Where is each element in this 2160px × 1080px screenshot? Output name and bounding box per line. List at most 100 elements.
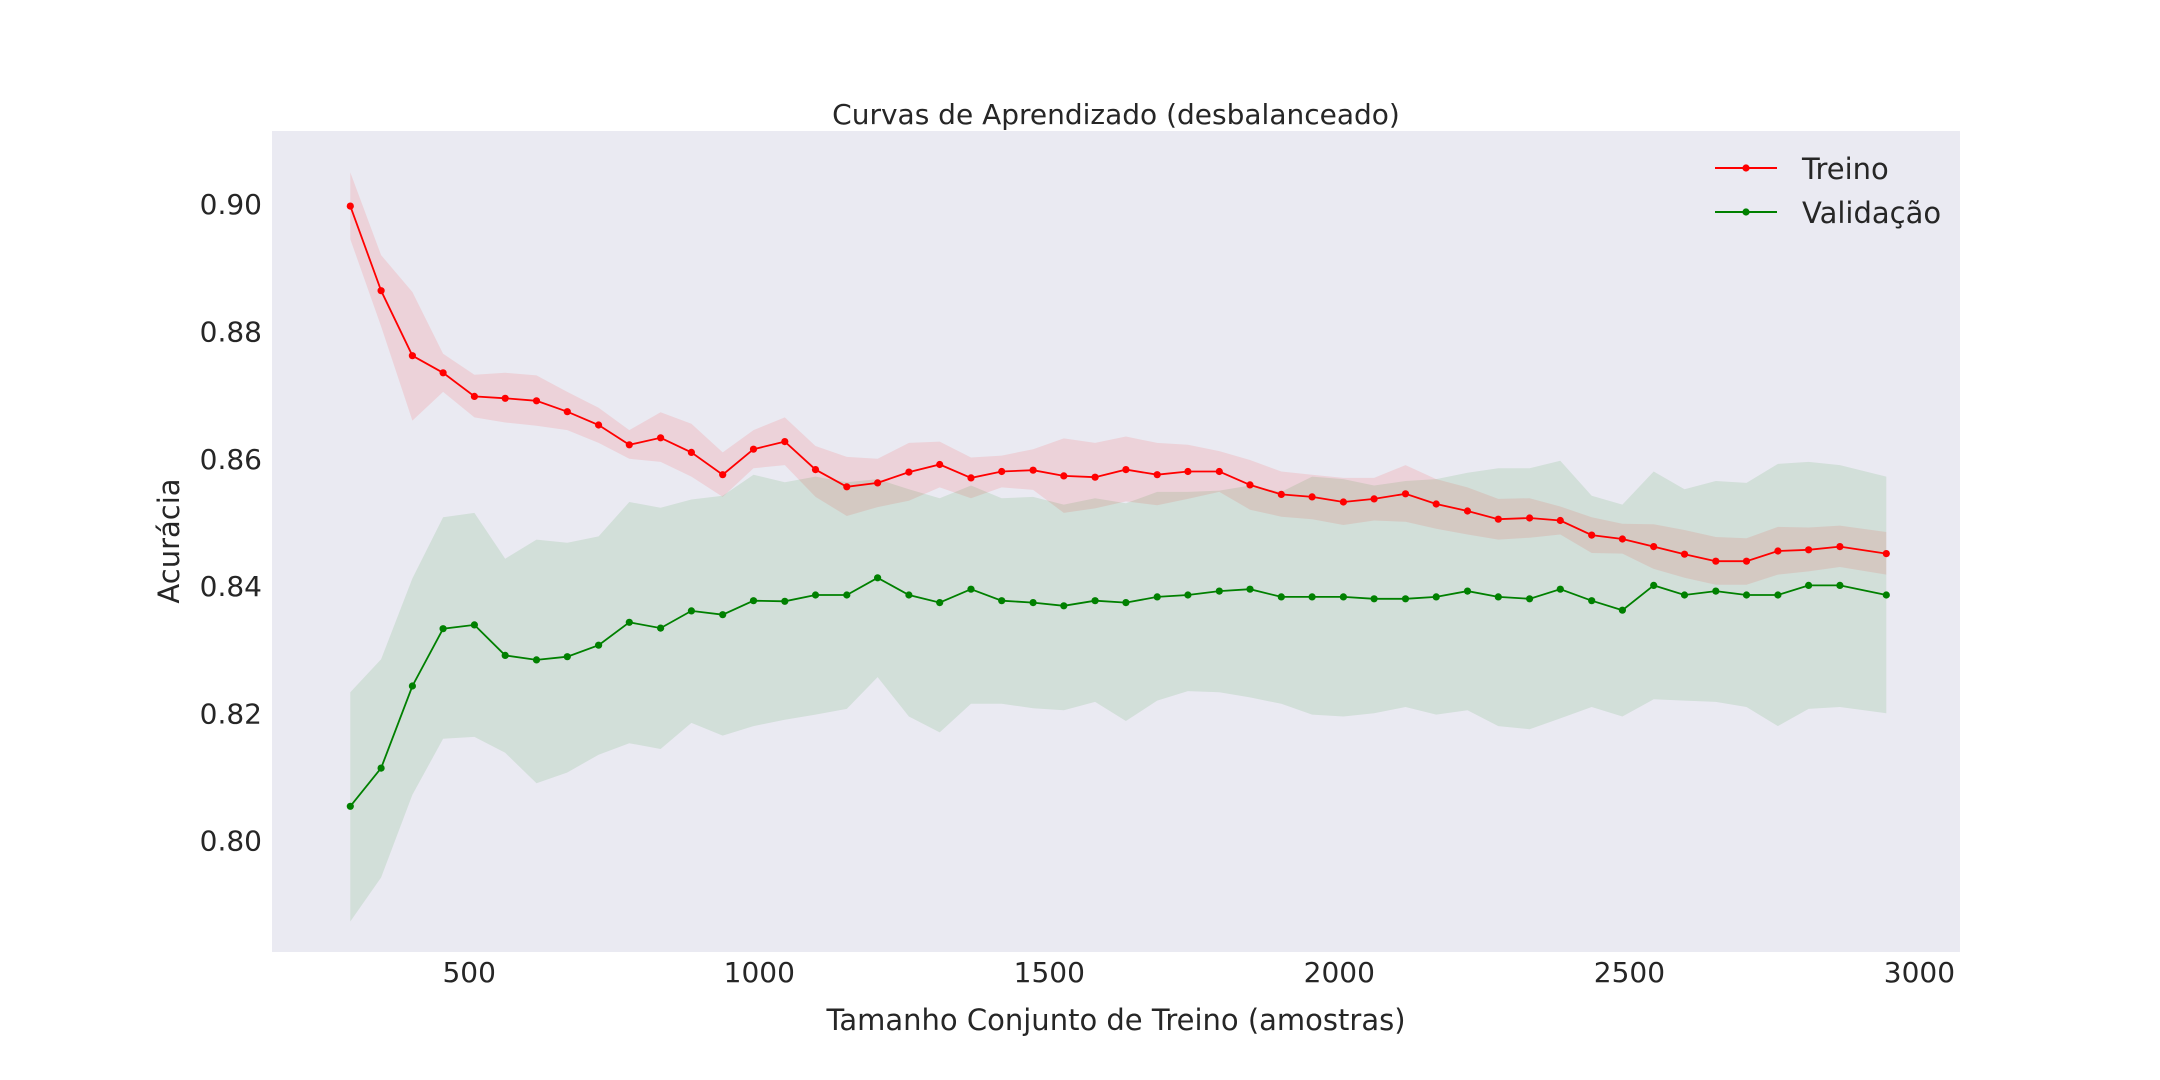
point-validacao (905, 591, 913, 599)
point-validacao (687, 607, 696, 615)
point-treino (439, 369, 447, 377)
y-tick-label: 0.84 (200, 570, 262, 603)
legend-item-validacao: Validação (1715, 196, 1941, 230)
point-validacao (781, 597, 789, 605)
point-validacao (1526, 595, 1534, 603)
point-validacao (1742, 591, 1751, 599)
point-validacao (1215, 587, 1223, 595)
point-treino (1122, 466, 1130, 474)
point-treino (625, 441, 633, 449)
legend: Treino Validação (1715, 152, 1941, 230)
x-tick-label: 2000 (1304, 956, 1375, 989)
legend-marker-treino (1742, 164, 1750, 172)
point-validacao (1122, 599, 1130, 607)
point-validacao (1836, 581, 1844, 590)
point-treino (1742, 557, 1751, 565)
point-treino (1308, 493, 1316, 501)
point-treino (811, 466, 820, 474)
point-validacao (563, 653, 571, 661)
point-validacao (1556, 585, 1564, 593)
point-validacao (1805, 581, 1813, 590)
point-treino (1215, 467, 1223, 476)
point-validacao (1680, 591, 1689, 599)
series-lines (346, 202, 1890, 810)
y-tick-label: 0.88 (200, 316, 262, 349)
point-treino (1277, 490, 1285, 498)
point-treino (1588, 531, 1596, 539)
point-validacao (1060, 602, 1068, 610)
point-treino (346, 202, 354, 210)
point-treino (1463, 507, 1472, 515)
point-treino (1339, 498, 1347, 506)
point-validacao (1184, 591, 1192, 599)
point-treino (1618, 535, 1626, 543)
point-treino (657, 434, 665, 442)
point-validacao (1650, 581, 1658, 590)
point-validacao (1246, 585, 1254, 593)
point-treino (998, 467, 1006, 476)
legend-marker-validacao (1742, 208, 1750, 216)
point-validacao (1463, 587, 1472, 595)
point-treino (781, 438, 789, 446)
point-validacao (532, 656, 541, 664)
x-axis-ticks: 500 1000 1500 2000 2500 3000 (442, 956, 1955, 989)
point-treino (563, 408, 571, 416)
point-validacao (967, 585, 975, 593)
point-treino (377, 287, 385, 295)
point-treino (1882, 550, 1890, 558)
point-validacao (501, 651, 509, 660)
point-validacao (1401, 595, 1410, 603)
point-treino (967, 474, 975, 482)
point-treino (501, 394, 509, 402)
point-treino (1432, 500, 1440, 508)
point-validacao (811, 591, 820, 599)
y-tick-label: 0.82 (200, 697, 262, 730)
y-tick-label: 0.90 (200, 188, 262, 221)
point-treino (1246, 481, 1254, 489)
point-validacao (439, 625, 447, 633)
plot-area (272, 131, 1960, 952)
line-treino (349, 205, 1887, 563)
point-treino (749, 445, 758, 453)
point-validacao (595, 641, 603, 649)
point-validacao (1091, 597, 1099, 605)
line-validacao (349, 576, 1887, 807)
x-tick-label: 1000 (724, 956, 795, 989)
point-treino (1091, 473, 1099, 481)
point-validacao (1277, 593, 1285, 601)
point-validacao (408, 682, 416, 690)
confidence-bands (350, 172, 1887, 922)
point-treino (1401, 490, 1410, 498)
x-tick-label: 3000 (1884, 956, 1955, 989)
band-validacao (350, 460, 1887, 922)
x-tick-label: 2500 (1594, 956, 1665, 989)
point-validacao (998, 597, 1006, 605)
point-validacao (1712, 587, 1720, 595)
point-treino (1494, 515, 1502, 523)
y-axis-label: Acurácia (152, 478, 186, 603)
x-tick-label: 1500 (1014, 956, 1085, 989)
y-axis-ticks: 0.80 0.82 0.84 0.86 0.88 0.90 (200, 188, 262, 857)
point-treino (1712, 557, 1720, 565)
point-treino (874, 479, 882, 487)
point-validacao (874, 574, 882, 582)
point-treino (1060, 472, 1068, 480)
x-tick-label: 500 (442, 956, 495, 989)
y-tick-label: 0.86 (200, 443, 262, 476)
point-validacao (1370, 595, 1378, 603)
point-validacao (1308, 593, 1316, 601)
point-treino (1650, 543, 1658, 551)
chart-title: Curvas de Aprendizado (desbalanceado) (832, 98, 1400, 131)
band-treino (350, 172, 1887, 585)
point-validacao (1882, 591, 1890, 599)
point-validacao (470, 621, 478, 629)
point-validacao (843, 591, 851, 599)
point-treino (1680, 550, 1689, 558)
point-treino (719, 471, 727, 479)
point-treino (470, 392, 478, 400)
point-treino (532, 397, 541, 405)
y-tick-label: 0.80 (200, 825, 262, 858)
legend-label-validacao: Validação (1802, 196, 1941, 230)
point-validacao (719, 611, 727, 619)
